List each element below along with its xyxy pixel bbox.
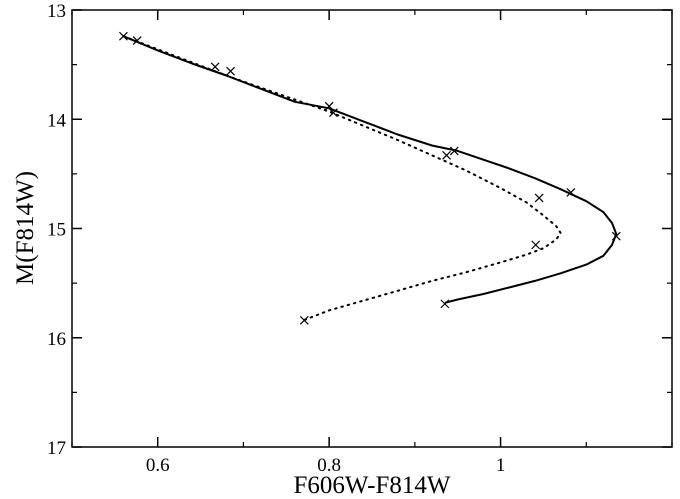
data-point-marker (611, 231, 621, 241)
data-point-marker (534, 193, 544, 203)
data-point-marker (299, 315, 309, 325)
plot-frame (71, 9, 673, 448)
data-point-marker (442, 150, 451, 160)
y-tick-label: 17 (47, 438, 66, 459)
data-point-marker (440, 299, 450, 309)
series-solid (119, 31, 621, 309)
x-axis-label: F606W-F814W (294, 472, 451, 499)
x-tick-label: 0.8 (317, 455, 341, 476)
data-point-marker (449, 146, 459, 156)
axis-ticks: 0.6 0.8 1 13 14 15 16 17 (47, 1, 673, 476)
y-tick-label: 15 (47, 220, 66, 241)
y-axis-label: M(F814W) (12, 171, 39, 285)
y-tick-label: 14 (47, 110, 67, 131)
data-point-marker (531, 240, 541, 250)
data-point-marker (324, 101, 334, 111)
data-point-marker (226, 66, 235, 76)
x-tick-label: 1 (496, 455, 506, 476)
series-dotted (122, 35, 562, 325)
y-tick-label: 13 (47, 1, 66, 22)
series-line-dotted (122, 35, 562, 322)
y-tick-label: 16 (47, 329, 66, 350)
x-tick-label: 0.6 (146, 455, 170, 476)
series-layer (119, 31, 621, 325)
data-point-marker (566, 188, 576, 197)
data-point-marker (329, 108, 338, 118)
data-point-marker (210, 62, 220, 72)
series-line-solid (123, 35, 618, 304)
